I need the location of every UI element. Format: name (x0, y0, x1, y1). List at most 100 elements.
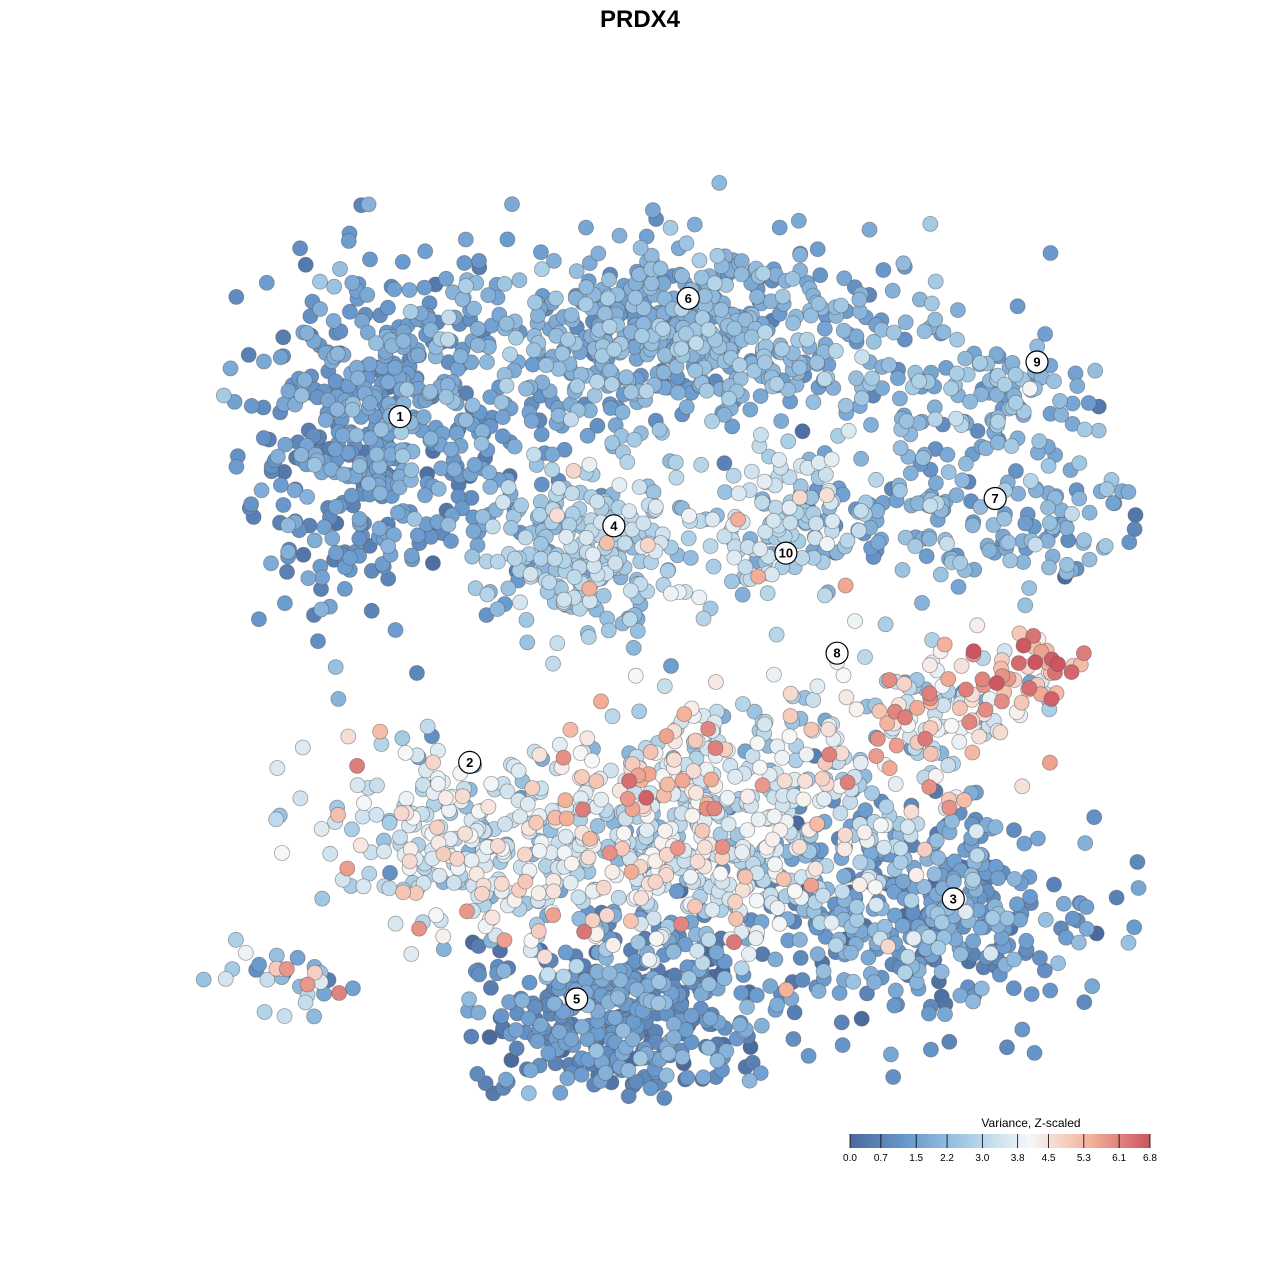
cluster-labels-layer: 1 6 9 7 4 10 8 2 3 5 (388, 286, 1049, 1011)
scatter-point (403, 547, 420, 564)
scatter-point (502, 346, 518, 363)
scatter-point (555, 749, 572, 766)
scatter-point (1064, 506, 1080, 522)
scatter-point (459, 903, 475, 920)
scatter-point (415, 409, 432, 425)
scatter-point (922, 497, 939, 514)
scatter-point (952, 700, 968, 717)
scatter-point (342, 550, 358, 566)
scatter-point (386, 281, 403, 298)
scatter-point (683, 1007, 700, 1024)
scatter-point (352, 837, 369, 854)
scatter-point (726, 549, 743, 566)
scatter-point (578, 219, 594, 236)
scatter-point (895, 255, 912, 272)
scatter-point (933, 914, 950, 931)
scatter-point (687, 898, 703, 915)
scatter-point (1042, 982, 1059, 999)
scatter-point (1025, 628, 1042, 644)
scatter-point (545, 907, 562, 924)
scatter-point (866, 974, 883, 991)
scatter-point (809, 354, 825, 371)
scatter-point (939, 446, 956, 463)
scatter-point (659, 562, 676, 579)
legend-tick-label: 0.0 (843, 1153, 857, 1164)
scatter-point (756, 716, 773, 733)
scatter-point (1009, 896, 1025, 913)
scatter-point (881, 356, 897, 373)
scatter-point (417, 487, 433, 504)
scatter-point (1014, 1021, 1031, 1038)
scatter-point (667, 454, 684, 471)
scatter-point (821, 746, 838, 763)
scatter-point (454, 788, 471, 805)
scatter-point (881, 672, 898, 688)
scatter-point (496, 275, 513, 292)
scatter-point (1080, 395, 1097, 411)
scatter-point (540, 966, 556, 983)
scatter-point (499, 231, 516, 248)
scatter-point (563, 307, 580, 323)
scatter-point (289, 949, 306, 966)
scatter-point (335, 466, 352, 483)
scatter-point (933, 963, 950, 980)
scatter-point (658, 728, 675, 744)
scatter-point (669, 840, 686, 856)
scatter-point (724, 418, 741, 435)
scatter-point (926, 866, 943, 882)
scatter-point (778, 981, 795, 998)
scatter-point (833, 1014, 850, 1031)
scatter-point (579, 427, 596, 444)
scatter-point (1081, 504, 1098, 521)
scatter-point (964, 744, 981, 761)
scatter-point (446, 875, 462, 891)
scatter-point (313, 601, 330, 618)
scatter-point (627, 667, 644, 684)
scatter-point (848, 370, 864, 387)
scatter-point (1015, 637, 1032, 654)
cluster-label-text: 8 (833, 646, 840, 661)
scatter-point (489, 838, 506, 854)
scatter-point (754, 494, 770, 511)
scatter-point (1120, 484, 1137, 500)
scatter-point (544, 461, 560, 478)
scatter-point (380, 374, 397, 391)
scatter-point (344, 980, 361, 997)
scatter-point (277, 436, 294, 453)
scatter-point (469, 337, 486, 354)
scatter-point (521, 974, 538, 991)
scatter-point (510, 762, 527, 779)
scatter-point (634, 328, 650, 344)
scatter-point (757, 324, 774, 341)
scatter-point (494, 409, 511, 426)
scatter-point (578, 529, 595, 546)
scatter-point (984, 910, 1001, 926)
scatter-point (937, 1006, 953, 1023)
scatter-point (373, 421, 390, 438)
scatter-point (568, 958, 585, 975)
scatter-point (582, 831, 598, 847)
scatter-point (630, 934, 647, 951)
scatter-point (632, 1050, 649, 1067)
scatter-point (614, 404, 631, 421)
scatter-point (911, 373, 927, 390)
scatter-point (463, 1028, 480, 1045)
legend-tick-label: 1.5 (909, 1153, 923, 1164)
scatter-point (678, 399, 695, 415)
scatter-point (915, 450, 931, 466)
scatter-point (531, 843, 548, 859)
scatter-point (508, 1040, 525, 1057)
scatter-point (939, 535, 955, 552)
scatter-point (965, 933, 982, 950)
scatter-point (868, 896, 885, 913)
cluster-label-badge (1025, 350, 1049, 374)
scatter-point (623, 384, 640, 401)
scatter-point (306, 964, 323, 981)
scatter-point (349, 758, 366, 774)
scatter-point (563, 411, 579, 428)
scatter-point (1040, 499, 1056, 516)
scatter-point (648, 930, 665, 947)
scatter-point (482, 479, 499, 495)
scatter-point (714, 839, 731, 855)
scatter-point (766, 666, 782, 683)
